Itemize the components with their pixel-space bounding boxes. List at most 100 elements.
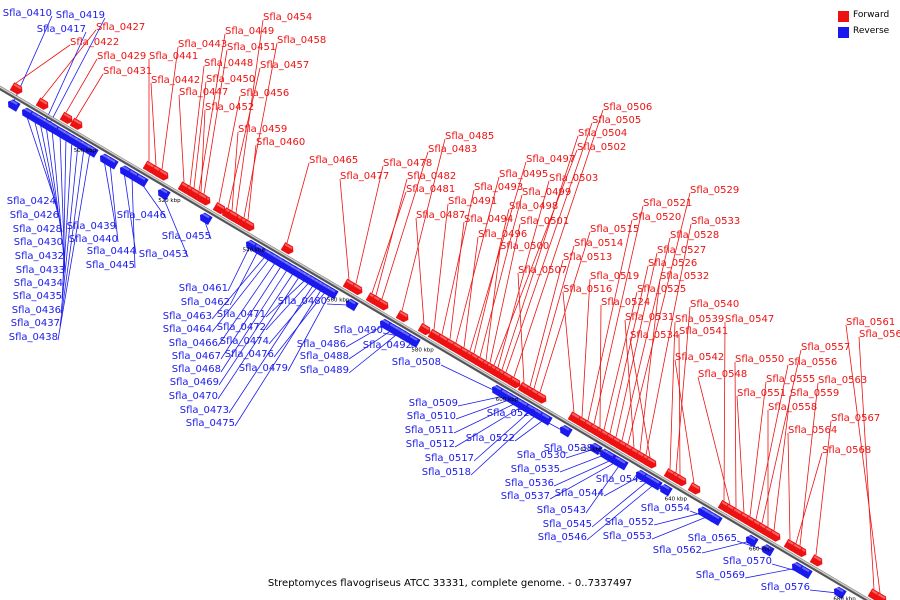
gene-label-sfla-0445[interactable]: Sfla_0445 xyxy=(86,260,135,271)
gene-label-sfla-0541[interactable]: Sfla_0541 xyxy=(679,326,728,337)
gene-sfla-0460[interactable] xyxy=(241,219,257,233)
gene-label-sfla-0546[interactable]: Sfla_0546 xyxy=(538,532,587,543)
gene-label-sfla-0538[interactable]: Sfla_0538 xyxy=(544,443,593,454)
gene-sfla-0554[interactable] xyxy=(708,512,723,526)
gene-label-sfla-0483[interactable]: Sfla_0483 xyxy=(428,144,477,155)
gene-label-sfla-0545[interactable]: Sfla_0545 xyxy=(543,519,592,530)
gene-label-sfla-0450[interactable]: Sfla_0450 xyxy=(206,74,255,85)
gene-label-sfla-0499[interactable]: Sfla_0499 xyxy=(522,187,571,198)
gene-label-sfla-0439[interactable]: Sfla_0439 xyxy=(67,221,116,232)
gene-label-sfla-0432[interactable]: Sfla_0432 xyxy=(15,251,64,262)
gene-label-sfla-0526[interactable]: Sfla_0526 xyxy=(648,258,697,269)
gene-label-sfla-0494[interactable]: Sfla_0494 xyxy=(464,214,513,225)
gene-label-sfla-0511[interactable]: Sfla_0511 xyxy=(405,425,454,436)
gene-label-sfla-0446[interactable]: Sfla_0446 xyxy=(117,210,166,221)
gene-label-sfla-0469[interactable]: Sfla_0469 xyxy=(170,377,219,388)
gene-sfla-0443[interactable] xyxy=(155,168,171,182)
gene-label-sfla-0522[interactable]: Sfla_0522 xyxy=(466,433,515,444)
gene-label-sfla-0459[interactable]: Sfla_0459 xyxy=(238,124,287,135)
gene-sfla-0487[interactable] xyxy=(417,322,433,337)
gene-sfla-0431[interactable] xyxy=(69,117,85,132)
gene-label-sfla-0576[interactable]: Sfla_0576 xyxy=(761,582,810,593)
gene-sfla-0455[interactable] xyxy=(198,211,213,225)
gene-sfla-0452[interactable] xyxy=(194,191,210,205)
gene-sfla-0515[interactable] xyxy=(533,391,549,405)
gene-label-sfla-0478[interactable]: Sfla_0478 xyxy=(383,158,432,169)
gene-label-sfla-0490[interactable]: Sfla_0490 xyxy=(334,325,383,336)
gene-sfla-0483[interactable] xyxy=(375,298,391,312)
gene-sfla-0422[interactable] xyxy=(9,82,25,96)
gene-label-sfla-0510[interactable]: Sfla_0510 xyxy=(407,411,456,422)
gene-label-sfla-0556[interactable]: Sfla_0556 xyxy=(788,357,837,368)
gene-label-sfla-0567[interactable]: Sfla_0567 xyxy=(831,413,880,424)
gene-label-sfla-0437[interactable]: Sfla_0437 xyxy=(11,318,60,329)
gene-label-sfla-0462[interactable]: Sfla_0462 xyxy=(181,297,230,308)
gene-label-sfla-0457[interactable]: Sfla_0457 xyxy=(260,60,309,71)
gene-label-sfla-0485[interactable]: Sfla_0485 xyxy=(445,131,494,142)
gene-label-sfla-0534[interactable]: Sfla_0534 xyxy=(630,330,679,341)
gene-label-sfla-0562[interactable]: Sfla_0562 xyxy=(653,545,702,556)
gene-label-sfla-0543[interactable]: Sfla_0543 xyxy=(537,505,586,516)
gene-label-sfla-0477[interactable]: Sfla_0477 xyxy=(340,171,389,182)
gene-label-sfla-0517[interactable]: Sfla_0517 xyxy=(425,453,474,464)
gene-label-sfla-0448[interactable]: Sfla_0448 xyxy=(204,58,253,69)
gene-label-sfla-0424[interactable]: Sfla_0424 xyxy=(7,196,56,207)
gene-label-sfla-0454[interactable]: Sfla_0454 xyxy=(263,12,312,23)
gene-label-sfla-0428[interactable]: Sfla_0428 xyxy=(13,224,62,235)
gene-label-sfla-0519[interactable]: Sfla_0519 xyxy=(590,271,639,282)
gene-label-sfla-0561[interactable]: Sfla_0561 xyxy=(846,317,895,328)
gene-label-sfla-0470[interactable]: Sfla_0470 xyxy=(169,391,218,402)
gene-label-sfla-0464[interactable]: Sfla_0464 xyxy=(163,324,212,335)
gene-label-sfla-0458[interactable]: Sfla_0458 xyxy=(277,35,326,46)
gene-label-sfla-0509[interactable]: Sfla_0509 xyxy=(409,398,458,409)
gene-label-sfla-0503[interactable]: Sfla_0503 xyxy=(549,173,598,184)
gene-label-sfla-0539[interactable]: Sfla_0539 xyxy=(675,314,724,325)
gene-label-sfla-0560[interactable]: Sfla_0560 xyxy=(859,329,900,340)
gene-label-sfla-0533[interactable]: Sfla_0533 xyxy=(691,216,740,227)
gene-label-sfla-0501[interactable]: Sfla_0501 xyxy=(520,216,569,227)
gene-label-sfla-0552[interactable]: Sfla_0552 xyxy=(605,517,654,528)
gene-label-sfla-0474[interactable]: Sfla_0474 xyxy=(220,336,269,347)
gene-label-sfla-0467[interactable]: Sfla_0467 xyxy=(172,351,221,362)
gene-label-sfla-0531[interactable]: Sfla_0531 xyxy=(625,312,674,323)
gene-sfla-0495[interactable] xyxy=(449,341,465,356)
gene-sfla-0453[interactable] xyxy=(156,186,171,201)
gene-label-sfla-0453[interactable]: Sfla_0453 xyxy=(139,249,188,260)
gene-sfla-0530[interactable] xyxy=(588,441,603,456)
gene-sfla-0576[interactable] xyxy=(832,585,847,600)
gene-label-sfla-0491[interactable]: Sfla_0491 xyxy=(448,196,497,207)
gene-label-sfla-0528[interactable]: Sfla_0528 xyxy=(670,230,719,241)
gene-label-sfla-0480[interactable]: Sfla_0480 xyxy=(278,296,327,307)
gene-label-sfla-0508[interactable]: Sfla_0508 xyxy=(392,357,441,368)
gene-label-sfla-0419[interactable]: Sfla_0419 xyxy=(56,10,105,21)
gene-label-sfla-0535[interactable]: Sfla_0535 xyxy=(511,464,560,475)
gene-label-sfla-0422[interactable]: Sfla_0422 xyxy=(70,37,119,48)
gene-label-sfla-0493[interactable]: Sfla_0493 xyxy=(474,182,523,193)
gene-label-sfla-0441[interactable]: Sfla_0441 xyxy=(149,51,198,62)
gene-label-sfla-0564[interactable]: Sfla_0564 xyxy=(788,425,837,436)
gene-label-sfla-0548[interactable]: Sfla_0548 xyxy=(698,369,747,380)
gene-label-sfla-0471[interactable]: Sfla_0471 xyxy=(217,309,266,320)
gene-label-sfla-0436[interactable]: Sfla_0436 xyxy=(12,305,61,316)
gene-label-sfla-0551[interactable]: Sfla_0551 xyxy=(737,388,786,399)
gene-sfla-0565[interactable] xyxy=(760,543,775,557)
gene-label-sfla-0433[interactable]: Sfla_0433 xyxy=(16,265,65,276)
gene-label-sfla-0460[interactable]: Sfla_0460 xyxy=(256,137,305,148)
gene-sfla-0478[interactable] xyxy=(349,282,365,297)
gene-label-sfla-0435[interactable]: Sfla_0435 xyxy=(13,291,62,302)
gene-label-sfla-0438[interactable]: Sfla_0438 xyxy=(9,332,58,343)
gene-label-sfla-0529[interactable]: Sfla_0529 xyxy=(690,185,739,196)
gene-label-sfla-0482[interactable]: Sfla_0482 xyxy=(407,171,456,182)
gene-sfla-0456[interactable] xyxy=(212,201,228,216)
gene-label-sfla-0505[interactable]: Sfla_0505 xyxy=(592,115,641,126)
gene-label-sfla-0553[interactable]: Sfla_0553 xyxy=(603,531,652,542)
gene-label-sfla-0524[interactable]: Sfla_0524 xyxy=(601,297,650,308)
gene-label-sfla-0444[interactable]: Sfla_0444 xyxy=(87,246,136,257)
gene-label-sfla-0456[interactable]: Sfla_0456 xyxy=(240,88,289,99)
gene-sfla-0546[interactable] xyxy=(648,477,663,491)
gene-label-sfla-0514[interactable]: Sfla_0514 xyxy=(574,238,623,249)
gene-label-sfla-0550[interactable]: Sfla_0550 xyxy=(735,354,784,365)
gene-label-sfla-0496[interactable]: Sfla_0496 xyxy=(478,229,527,240)
gene-label-sfla-0557[interactable]: Sfla_0557 xyxy=(801,342,850,353)
gene-label-sfla-0497[interactable]: Sfla_0497 xyxy=(526,154,575,165)
